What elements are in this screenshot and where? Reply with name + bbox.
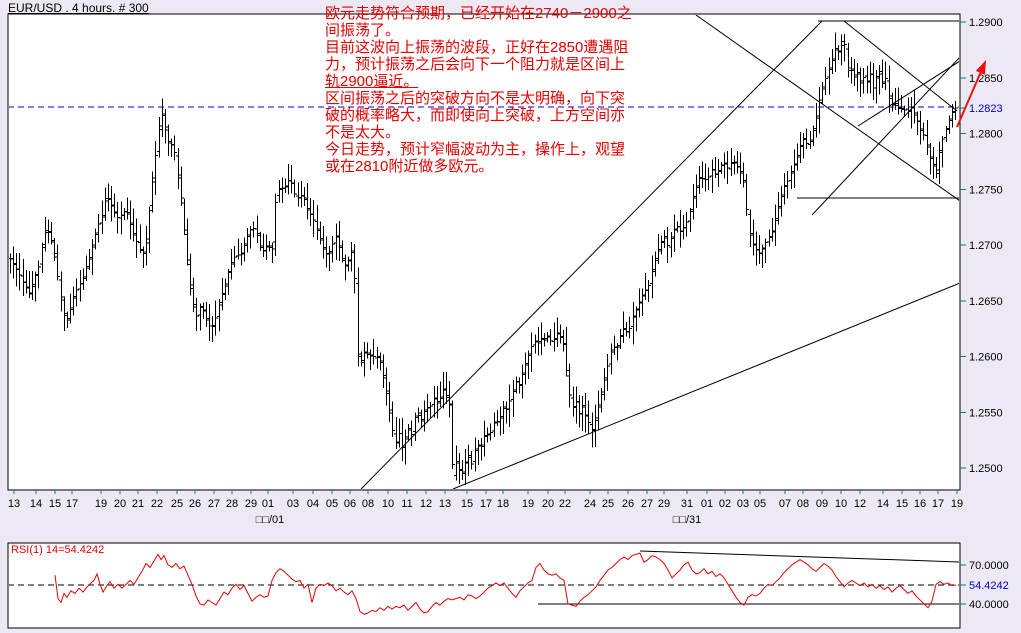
annotation-line: 间振荡了。 bbox=[325, 22, 401, 39]
annotation-line: 或在2810附近做多欧元。 bbox=[325, 158, 494, 175]
x-axis-label: 20 bbox=[542, 498, 554, 510]
rsi-curve bbox=[54, 552, 957, 615]
rsi-panel-label: RSI(1) 14=54.4242 bbox=[11, 544, 104, 556]
x-axis-label: 05 bbox=[754, 498, 766, 510]
y-axis-label: 1.2500 bbox=[969, 463, 1003, 475]
trend-line-ascending-cross-right bbox=[811, 57, 959, 216]
x-axis-label: 03 bbox=[287, 498, 299, 510]
x-axis-label: 20 bbox=[114, 498, 126, 510]
x-axis-label: 19 bbox=[95, 498, 107, 510]
x-axis-label: 22 bbox=[559, 498, 571, 510]
x-axis-label: 27 bbox=[208, 498, 220, 510]
x-axis-label: 14 bbox=[877, 498, 889, 510]
x-axis-label: 17 bbox=[66, 498, 78, 510]
rsi-axis-label: 70.0000 bbox=[969, 560, 1009, 572]
annotation-line: 目前这波向上振荡的波段，正好在2850遭遇阻 bbox=[325, 39, 629, 56]
y-axis-label: 1.2600 bbox=[969, 352, 1003, 364]
x-axis-label: 27 bbox=[641, 498, 653, 510]
x-axis-label: 05 bbox=[326, 498, 338, 510]
main-chart-frame bbox=[7, 13, 961, 491]
annotation-line: 欧元走势符合预期，已经开始在2740－2900之 bbox=[325, 5, 632, 22]
x-axis-label: 04 bbox=[307, 498, 319, 510]
x-axis-label: 25 bbox=[602, 498, 614, 510]
x-axis-label: 08 bbox=[797, 498, 809, 510]
x-axis-label: 02 bbox=[719, 498, 731, 510]
rsi-plot-area bbox=[9, 550, 959, 615]
y-axis-label: 1.2550 bbox=[969, 407, 1003, 419]
x-axis-label: 15 bbox=[461, 498, 473, 510]
x-axis-label: 17 bbox=[480, 498, 492, 510]
x-axis-sublabel: □□/31 bbox=[673, 514, 702, 526]
x-axis-label: 31 bbox=[681, 498, 693, 510]
trend-line-descending-cross-left bbox=[695, 15, 959, 201]
x-axis-label: 06 bbox=[344, 498, 356, 510]
y-axis-label: 1.2900 bbox=[969, 17, 1003, 29]
current-price-label: 1.2823 bbox=[969, 103, 1003, 115]
x-axis-label: 12 bbox=[854, 498, 866, 510]
x-axis-label: 28 bbox=[226, 498, 238, 510]
x-axis-label: 29 bbox=[245, 498, 257, 510]
x-axis-sublabel: □□/01 bbox=[256, 514, 285, 526]
chart-title: EUR/USD . 4 hours. # 300 bbox=[8, 1, 149, 15]
x-axis-label: 19 bbox=[951, 498, 963, 510]
x-axis-label: 26 bbox=[622, 498, 634, 510]
x-axis-label: 10 bbox=[382, 498, 394, 510]
x-axis-label: 12 bbox=[420, 498, 432, 510]
x-axis-label: 15 bbox=[896, 498, 908, 510]
x-axis-label: 16 bbox=[914, 498, 926, 510]
x-axis-label: 09 bbox=[816, 498, 828, 510]
rsi-axis-label: 40.0000 bbox=[969, 599, 1009, 611]
y-axis-label: 1.2700 bbox=[969, 240, 1003, 252]
trend-line-lower-ascending-support bbox=[452, 282, 959, 489]
x-axis-label: 01 bbox=[701, 498, 713, 510]
x-axis-label: 21 bbox=[132, 498, 144, 510]
up-arrow-icon bbox=[975, 60, 986, 75]
trend-line-descending-from-peak bbox=[843, 20, 958, 112]
annotation-line: 轨2900逼近。 bbox=[325, 73, 419, 90]
x-axis-label: 13 bbox=[8, 498, 20, 510]
x-axis-label: 25 bbox=[171, 498, 183, 510]
rsi-axis-label: 54.4242 bbox=[969, 580, 1009, 592]
x-axis-label: 07 bbox=[779, 498, 791, 510]
x-axis-label: 08 bbox=[362, 498, 374, 510]
x-axis-label: 17 bbox=[932, 498, 944, 510]
annotation-line: 破的概率略大，而即使向上突破，上方空间亦 bbox=[325, 107, 626, 124]
annotation-line: 今日走势，预计窄幅波动为主，操作上，观望 bbox=[325, 141, 626, 158]
rsi-rsi-upper-trend bbox=[639, 550, 959, 563]
x-axis-label: 01 bbox=[262, 498, 274, 510]
arrow-shaft bbox=[956, 72, 982, 128]
x-axis-label: 10 bbox=[835, 498, 847, 510]
x-axis-label: 14 bbox=[30, 498, 42, 510]
x-axis-label: 26 bbox=[189, 498, 201, 510]
annotation-line: 不是太大。 bbox=[325, 124, 401, 141]
y-axis-label: 1.2750 bbox=[969, 184, 1003, 196]
x-axis-label: 18 bbox=[497, 498, 509, 510]
x-axis-label: 24 bbox=[584, 498, 596, 510]
annotation-line: 区间振荡之后的突破方向不是太明确，向下突 bbox=[325, 90, 626, 107]
ohlc-bars bbox=[9, 32, 958, 485]
y-axis-label: 1.2650 bbox=[969, 296, 1003, 308]
price-plot-area bbox=[9, 15, 959, 489]
x-axis-label: 13 bbox=[439, 498, 451, 510]
x-axis-label: 15 bbox=[49, 498, 61, 510]
analysis-annotation: 欧元走势符合预期，已经开始在2740－2900之 间振荡了。 目前这波向上振荡的波段… bbox=[325, 5, 632, 175]
x-axis-label: 19 bbox=[522, 498, 534, 510]
annotation-line: 力，预计振荡之后会向下一个阻力就是区间上 bbox=[325, 56, 626, 73]
x-axis-label: 29 bbox=[658, 498, 670, 510]
x-axis-label: 03 bbox=[737, 498, 749, 510]
x-axis-label: 11 bbox=[401, 498, 412, 510]
y-axis-label: 1.2800 bbox=[969, 129, 1003, 141]
x-axis-label: 22 bbox=[151, 498, 163, 510]
y-axis-label: 1.2850 bbox=[969, 73, 1003, 85]
trend-line-short-ascending-right bbox=[857, 61, 959, 127]
